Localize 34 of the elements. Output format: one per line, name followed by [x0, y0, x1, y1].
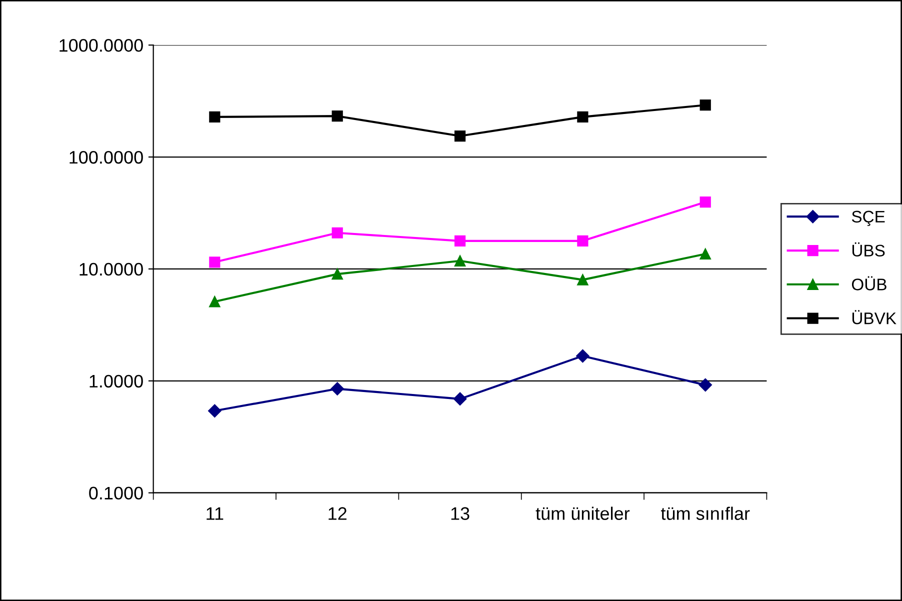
- x-tick-label: tüm üniteler: [536, 506, 630, 520]
- x-tick-label: 12: [328, 507, 346, 520]
- x-tick-label: tüm sınıflar: [660, 506, 750, 520]
- point: [332, 268, 343, 280]
- y-tick-label: 1000.0000: [60, 39, 143, 52]
- point: [330, 382, 344, 396]
- y-tick-label: 0.1000: [89, 486, 143, 500]
- point: [209, 111, 220, 122]
- point: [332, 227, 343, 238]
- point: [577, 235, 588, 246]
- point: [454, 255, 466, 266]
- point: [698, 378, 712, 392]
- point: [577, 111, 588, 122]
- point: [577, 274, 588, 286]
- point: [332, 110, 343, 122]
- legend-label: SÇE: [852, 210, 885, 226]
- point: [454, 130, 466, 142]
- point: [576, 349, 590, 363]
- legend-label: ÜBVK: [852, 310, 896, 324]
- point: [453, 392, 467, 406]
- point: [454, 235, 466, 246]
- point: [700, 196, 711, 208]
- y-tick-label: 100.0000: [70, 150, 143, 164]
- point: [700, 248, 711, 260]
- legend-label: ÜBS: [852, 242, 885, 257]
- y-tick-label: 1.0000: [90, 374, 143, 388]
- point: [700, 100, 711, 111]
- point: [209, 296, 220, 308]
- y-tick-label: 10.0000: [80, 262, 143, 276]
- legend-label: OÜB: [852, 276, 886, 290]
- x-tick-label: 11: [206, 507, 224, 520]
- point: [208, 404, 222, 418]
- point: [209, 256, 220, 268]
- x-tick-label: 13: [451, 507, 470, 520]
